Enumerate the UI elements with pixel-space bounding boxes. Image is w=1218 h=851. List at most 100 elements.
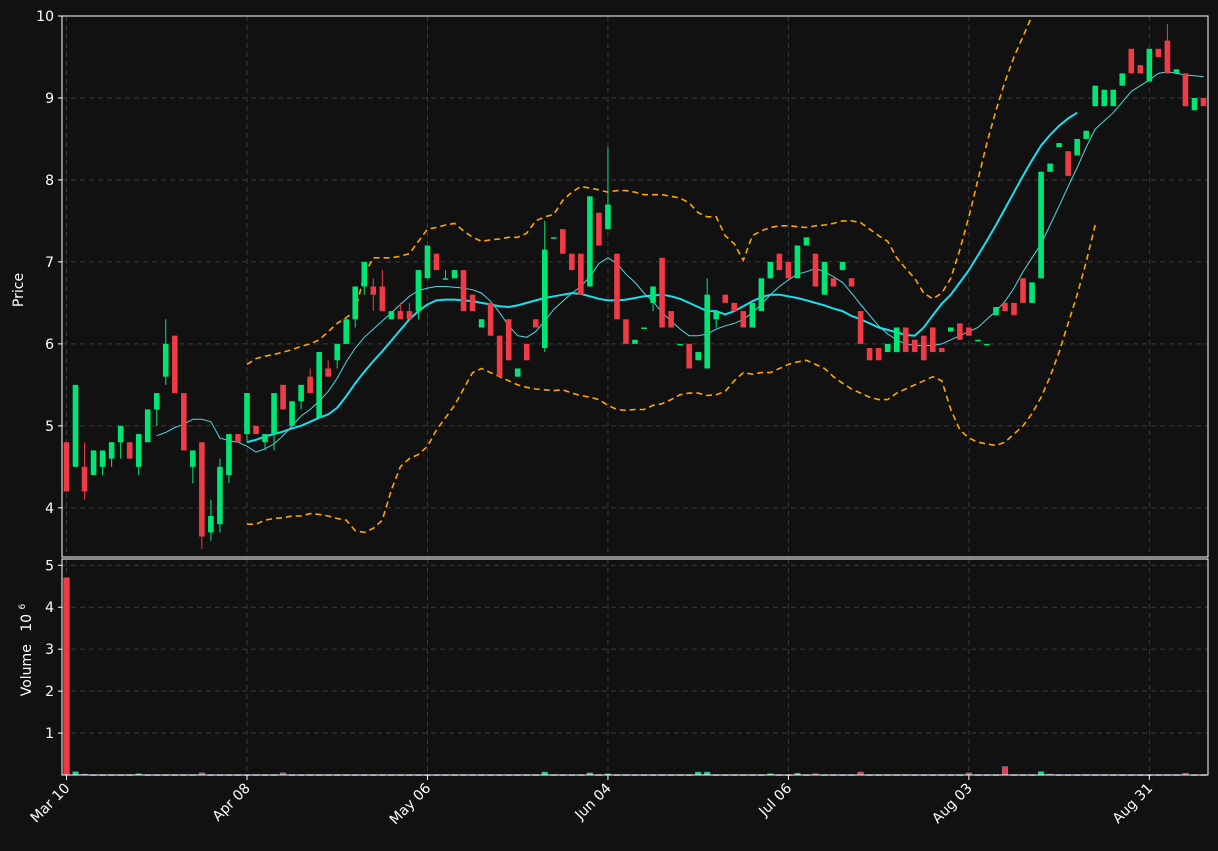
candle-body (758, 278, 765, 312)
candlesticks (63, 24, 1207, 549)
candle-body (975, 339, 981, 342)
candle-body (325, 368, 331, 377)
candle-body (126, 442, 133, 459)
candle-body (1146, 48, 1153, 82)
candle-body (1002, 302, 1008, 312)
candle-body (767, 261, 774, 279)
candle-body (1119, 73, 1126, 86)
candle-body (451, 270, 458, 279)
candle-body (406, 311, 413, 320)
candle-body (875, 347, 882, 361)
candle-body (884, 343, 891, 353)
candle-body (1056, 143, 1062, 148)
candle-body (235, 434, 241, 443)
candle-body (1200, 97, 1207, 107)
candle-body (830, 278, 837, 287)
candle-body (957, 323, 963, 340)
candle-body (117, 425, 124, 443)
candle-body (794, 245, 801, 279)
candle-body (966, 327, 972, 336)
candle-body (478, 319, 485, 328)
volume-tick-label: 4 (45, 600, 54, 616)
candle-body (379, 286, 386, 312)
candle-body (596, 212, 602, 246)
candle-body (487, 302, 494, 336)
candle-body (920, 335, 927, 361)
candle-body (939, 347, 945, 353)
candle-body (253, 425, 259, 435)
candle-body (803, 237, 810, 246)
candle-body (144, 409, 151, 443)
price-tick-label: 4 (45, 501, 54, 517)
candle-body (469, 294, 476, 312)
price-gridlines (62, 15, 1208, 557)
candle-body (81, 466, 88, 492)
candle-body (370, 286, 377, 295)
candle-body (343, 319, 350, 344)
candle-body (397, 311, 404, 320)
candle-body (171, 335, 178, 394)
candle-body (740, 311, 747, 328)
candle-body (289, 401, 295, 426)
candle-body (1128, 48, 1135, 74)
candle-body (108, 442, 115, 459)
candle-body (361, 261, 368, 287)
candle-body (1047, 163, 1053, 172)
volume-tick-label: 3 (45, 642, 54, 658)
candle-body (1074, 138, 1080, 156)
candle-body (1083, 130, 1089, 139)
candle-body (505, 319, 512, 361)
candle-body (1155, 48, 1162, 57)
candle-body (514, 368, 521, 377)
candle-body (749, 302, 756, 328)
candle-body (569, 253, 575, 271)
candle-body (578, 253, 584, 295)
candle-body (442, 278, 449, 280)
price-tick-label: 10 (36, 9, 54, 25)
candle-body (605, 204, 611, 230)
candle-body (316, 352, 322, 418)
volume-bar (63, 577, 70, 776)
volume-tick-label: 1 (45, 726, 54, 742)
candle-body (1029, 282, 1035, 303)
candle-body (893, 327, 900, 353)
candle-body (677, 343, 683, 346)
candle-body (785, 261, 792, 279)
candle-body (334, 343, 341, 361)
price-tick-label: 8 (45, 173, 54, 189)
price-tick-label: 6 (45, 337, 54, 353)
candle-body (433, 253, 440, 271)
candle-body (1101, 89, 1108, 107)
svg-text:Volume 10 6: Volume 10 6 (18, 603, 35, 696)
candle-body (623, 319, 629, 344)
candle-body (902, 327, 909, 353)
candle-body (587, 196, 593, 287)
moving-average-fast-line (156, 71, 1204, 453)
candle-body (307, 376, 313, 394)
volume-axis-ticks: 1 2 3 4 5 (45, 558, 62, 742)
volume-bar (1001, 766, 1009, 776)
candle-body (1011, 302, 1017, 316)
candle-body (523, 343, 530, 361)
candle-body (632, 339, 638, 344)
candle-body (90, 450, 97, 476)
candle-body (415, 270, 422, 312)
price-tick-label: 7 (45, 255, 54, 271)
candle-body (1092, 85, 1099, 107)
volume-axis-label: Volume 10 6 (18, 603, 35, 696)
candle-body (298, 384, 304, 402)
candle-body (244, 393, 250, 435)
candle-body (1038, 171, 1044, 279)
candle-body (541, 249, 548, 348)
candle-body (1110, 89, 1117, 107)
candle-body (1065, 151, 1071, 176)
price-axis-label: Price (11, 273, 27, 307)
candle-body (948, 327, 954, 332)
candle-body (181, 393, 187, 451)
candle-body (641, 327, 647, 329)
price-tick-label: 9 (45, 91, 54, 107)
candle-body (839, 261, 846, 271)
candle-body (1182, 73, 1189, 107)
